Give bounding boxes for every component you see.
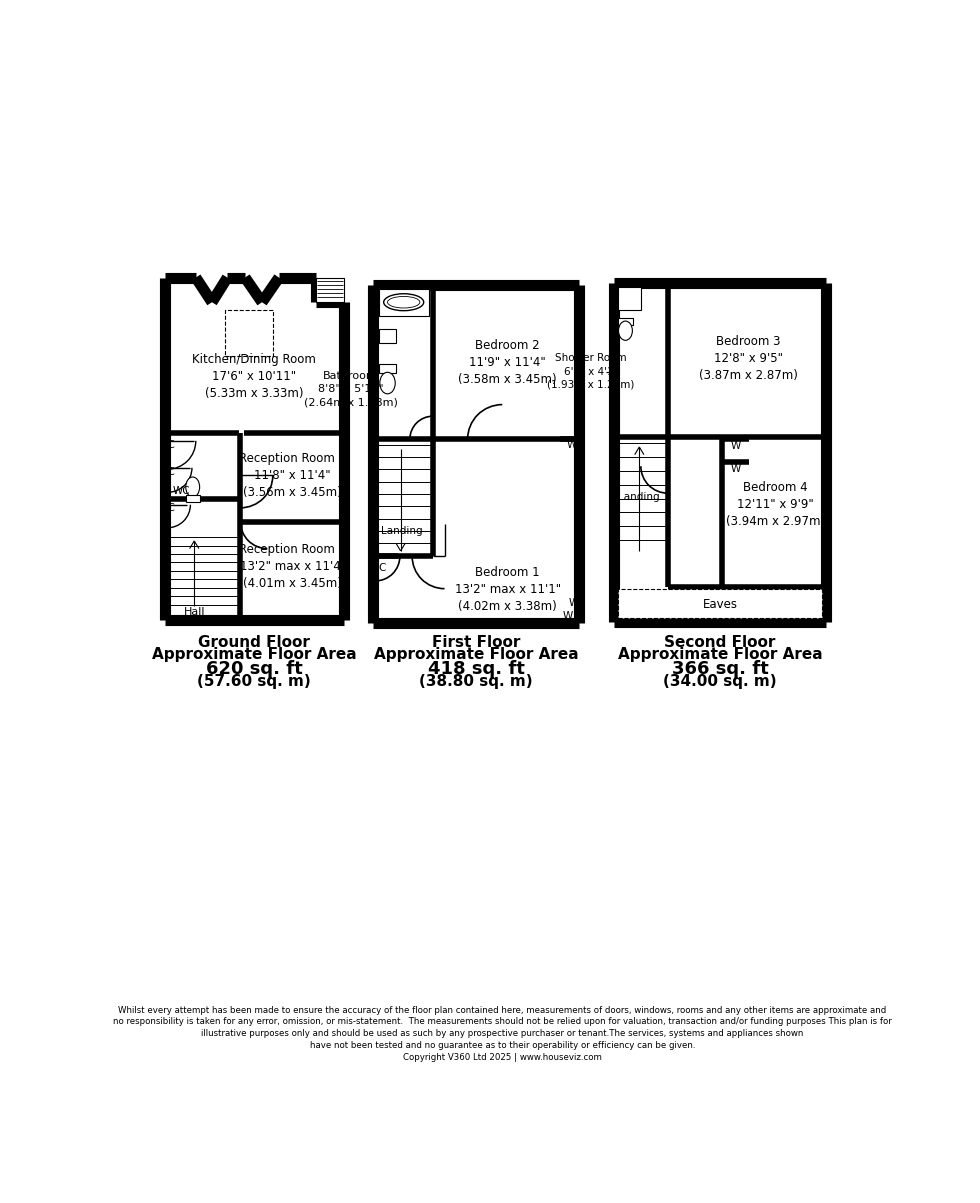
Bar: [617, 589, 822, 618]
Text: (38.80 sq. m): (38.80 sq. m): [419, 675, 533, 689]
Text: Ground Floor: Ground Floor: [198, 635, 311, 650]
Text: 366 sq. ft: 366 sq. ft: [671, 659, 768, 677]
Text: W: W: [568, 598, 579, 608]
Text: Bedroom 3
12'8" x 9'5"
(3.87m x 2.87m): Bedroom 3 12'8" x 9'5" (3.87m x 2.87m): [699, 334, 798, 381]
Text: W: W: [730, 463, 741, 474]
Text: 620 sq. ft: 620 sq. ft: [206, 659, 303, 677]
Text: (34.00 sq. m): (34.00 sq. m): [663, 675, 777, 689]
Text: 418 sq. ft: 418 sq. ft: [427, 659, 524, 677]
Text: Landing: Landing: [618, 492, 661, 502]
Text: C: C: [167, 503, 173, 512]
Text: Whilst every attempt has been made to ensure the accuracy of the floor plan cont: Whilst every attempt has been made to en…: [113, 1006, 892, 1062]
Text: W: W: [566, 439, 576, 450]
Ellipse shape: [618, 321, 632, 340]
Text: Landing: Landing: [381, 526, 423, 535]
Ellipse shape: [387, 296, 419, 308]
Bar: [316, 278, 344, 302]
Text: Bedroom 2
11'9" x 11'4"
(3.58m x 3.45m): Bedroom 2 11'9" x 11'4" (3.58m x 3.45m): [459, 339, 557, 386]
Text: W: W: [563, 611, 573, 622]
Ellipse shape: [384, 294, 423, 310]
Ellipse shape: [186, 478, 200, 497]
Text: C: C: [378, 563, 386, 573]
Text: Approximate Floor Area: Approximate Floor Area: [152, 647, 357, 663]
Bar: [225, 310, 272, 356]
Text: Approximate Floor Area: Approximate Floor Area: [617, 647, 822, 663]
Text: Hall: Hall: [183, 606, 205, 617]
Bar: [617, 286, 641, 310]
Text: Reception Room 1
13'2" max x 11'4"
(4.01m x 3.45m): Reception Room 1 13'2" max x 11'4" (4.01…: [239, 543, 346, 589]
Bar: [617, 318, 633, 325]
Ellipse shape: [380, 372, 395, 393]
Text: First Floor: First Floor: [432, 635, 520, 650]
Text: C: C: [167, 439, 173, 450]
Text: Shower Room
6'4" x 4'1"
(1.93m x 1.24m): Shower Room 6'4" x 4'1" (1.93m x 1.24m): [547, 354, 634, 390]
Text: (57.60 sq. m): (57.60 sq. m): [197, 675, 312, 689]
Text: C: C: [167, 467, 173, 476]
Bar: [379, 363, 396, 373]
Text: WC: WC: [172, 486, 190, 496]
Text: Bedroom 4
12'11" x 9'9"
(3.94m x 2.97m): Bedroom 4 12'11" x 9'9" (3.94m x 2.97m): [726, 481, 825, 528]
Text: Reception Room 2
11'8" x 11'4"
(3.56m x 3.45m): Reception Room 2 11'8" x 11'4" (3.56m x …: [239, 452, 346, 499]
Text: Approximate Floor Area: Approximate Floor Area: [373, 647, 578, 663]
Text: Second Floor: Second Floor: [664, 635, 776, 650]
Bar: [379, 289, 429, 316]
Bar: [379, 330, 396, 343]
Text: W: W: [730, 442, 741, 451]
Text: Kitchen/Dining Room
17'6" x 10'11"
(5.33m x 3.33m): Kitchen/Dining Room 17'6" x 10'11" (5.33…: [192, 354, 317, 401]
Text: Eaves: Eaves: [703, 598, 738, 611]
Text: Bedroom 1
13'2" max x 11'1"
(4.02m x 3.38m): Bedroom 1 13'2" max x 11'1" (4.02m x 3.3…: [455, 565, 561, 612]
Text: Bathroom
8'8" x 5'10"
(2.64m x 1.78m): Bathroom 8'8" x 5'10" (2.64m x 1.78m): [304, 371, 398, 408]
Bar: [186, 494, 200, 503]
